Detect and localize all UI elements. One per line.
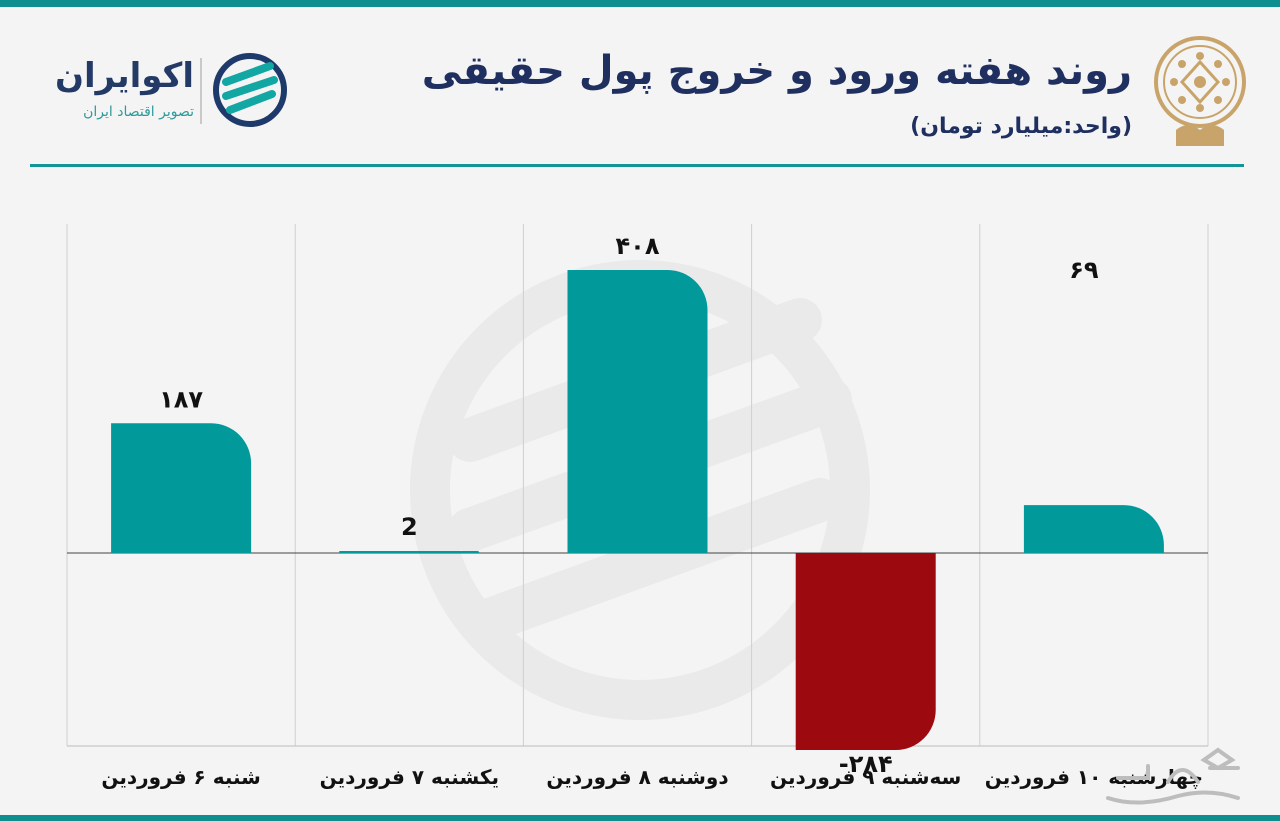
brand-name: اکوایران <box>55 56 194 96</box>
category-label-5: چهارشنبه ۱۰ فروردین <box>985 765 1203 790</box>
chart-data-labels: ۱۸۷ 2 ۴۰۸ -۲۸۴ ۶۹ <box>159 232 1099 778</box>
saed-news-watermark-icon <box>1106 747 1240 805</box>
bar-4 <box>795 553 936 750</box>
data-label-5: ۶۹ <box>1069 256 1099 284</box>
category-label-4: سه‌شنبه ۹ فروردین <box>770 765 961 789</box>
chart-title: روند هفته ورود و خروج پول حقیقی <box>421 48 1132 94</box>
bar-1 <box>111 423 252 553</box>
bar-2 <box>339 551 480 553</box>
chart-unit-subtitle: (واحد:میلیارد تومان) <box>910 114 1132 139</box>
data-label-4: -۲۸۴ <box>839 750 893 778</box>
brand-tagline: تصویر اقتصاد ایران <box>83 104 194 120</box>
brand-separator <box>200 58 202 124</box>
category-label-1: شنبه ۶ فروردین <box>101 765 261 789</box>
data-label-1: ۱۸۷ <box>159 385 203 413</box>
bar-3 <box>567 270 708 553</box>
chart-gridlines <box>66 224 1209 747</box>
header-divider <box>30 164 1244 167</box>
data-label-3: ۴۰۸ <box>616 232 660 260</box>
bar-5 <box>1023 505 1164 553</box>
stock-exchange-emblem-icon <box>1154 36 1246 146</box>
category-label-2: یکشنبه ۷ فروردین <box>320 765 499 789</box>
top-accent-bar <box>0 0 1280 7</box>
ecoiran-logo-icon <box>213 53 287 127</box>
chart-category-labels: شنبه ۶ فروردین یکشنبه ۷ فروردین دوشنبه ۸ ف… <box>101 765 1203 790</box>
data-label-2: 2 <box>401 513 418 541</box>
category-label-3: دوشنبه ۸ فروردین <box>546 765 728 789</box>
chart-bars <box>111 270 1164 750</box>
bottom-accent-bar <box>0 815 1280 821</box>
